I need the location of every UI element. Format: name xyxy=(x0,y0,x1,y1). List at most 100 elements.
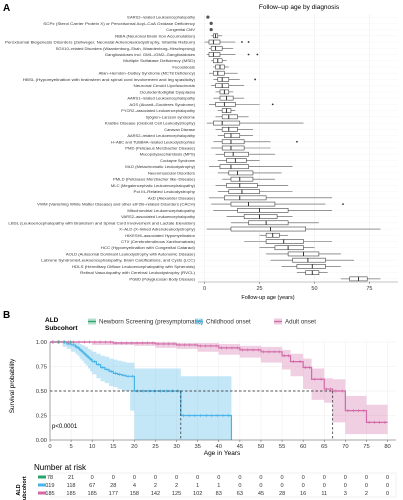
panel-a-title: Follow–up age by diagnosis xyxy=(259,4,340,11)
legend-label: Childhood onset xyxy=(206,319,251,326)
box-iqr xyxy=(226,183,258,188)
box-iqr xyxy=(274,245,304,251)
category-label: Mitochondrial Leukoencephalopathy xyxy=(127,208,195,213)
risk-cell: 0 xyxy=(386,475,389,481)
km-x-tick-label: 25 xyxy=(152,444,158,450)
risk-cell: 0 xyxy=(281,483,284,489)
risk-cell: 3 xyxy=(344,491,347,497)
risk-cell: 0 xyxy=(196,475,199,481)
category-label: Allan–Herndon–Dudley Syndrome (MCT8 Defi… xyxy=(99,71,196,76)
category-label: CTX (Cerebrotendinous Xanthomatosis) xyxy=(121,239,196,244)
risk-cell: 83 xyxy=(216,491,222,497)
box-iqr xyxy=(213,70,225,76)
km-x-tick-label: 15 xyxy=(110,444,116,450)
km-x-tick-label: 55 xyxy=(279,444,285,450)
risk-cell: 0 xyxy=(386,491,389,497)
category-label: VWM (Vanishing White Matter Disease) and… xyxy=(37,202,196,207)
box-outlier xyxy=(241,41,243,43)
risk-cell: 0 xyxy=(238,483,241,489)
risk-cell: 21 xyxy=(68,475,74,481)
category-label: Mucopolysaccharidosis (MPS) xyxy=(140,152,196,157)
category-label: Labrune Syndrome/Leukoencephalopathy, Br… xyxy=(41,258,196,263)
legend-label: Newborn Screening (presymptomatic) xyxy=(99,319,203,326)
km-x-tick-label: 0 xyxy=(48,444,51,450)
legend-title-line2: Subcohort xyxy=(45,325,78,332)
box-iqr xyxy=(208,52,221,57)
category-label: AARS1–related Leukoencephalopathy xyxy=(127,96,195,101)
box-iqr xyxy=(292,257,326,263)
box-iqr xyxy=(230,226,306,232)
risk-cell: 2 xyxy=(175,483,178,489)
box-iqr xyxy=(221,145,245,151)
risk-cell: 102 xyxy=(193,491,202,497)
box-iqr xyxy=(208,39,221,45)
category-label: Sjögren–Larsson syndrome xyxy=(146,114,195,119)
box-outlier xyxy=(247,53,250,56)
box-iqr xyxy=(230,176,254,182)
km-plot-panel: 0.00 0.25 0.50 0.75 1.00 0 5 10 15 20 25 30 35 40 45 50… xyxy=(36,340,396,450)
risk-row-color-key xyxy=(38,491,46,495)
category-label: PYCR2–associated Leukoencephalopathy xyxy=(121,108,195,113)
x-tick-label: 0 xyxy=(203,286,206,292)
risk-cell: 142 xyxy=(151,491,160,497)
risk-cell: 177 xyxy=(109,491,118,497)
box-iqr xyxy=(243,214,278,219)
category-label: HDLS (Hereditary Diffuse Leukoencephalop… xyxy=(72,264,196,269)
panel-b-label: B xyxy=(3,310,10,321)
category-label: HBSL (Hypomyelination with brainstem and… xyxy=(23,77,196,82)
category-label: PMD (Pelizaeus Merzbacher Disease) xyxy=(125,146,195,151)
box-outlier xyxy=(247,41,250,43)
km-y-tick-label: 1.00 xyxy=(36,340,47,346)
category-label: Neuromuscular Disorders xyxy=(148,170,195,175)
category-label: PGBD (Polyglucosan Body Disease) xyxy=(129,276,195,281)
category-label: PMLD (Pelizaeus Merzbacher like–Disease) xyxy=(113,177,196,182)
km-curve-2 xyxy=(50,341,388,423)
risk-cell: 185 xyxy=(66,491,75,497)
box-iqr xyxy=(221,139,245,145)
x-tick-label: 50 xyxy=(311,286,317,292)
box-outlier xyxy=(254,78,257,81)
category-label: NBIA (Neuronal Brain Iron Accumulation) xyxy=(115,33,196,38)
box-iqr xyxy=(230,201,276,207)
km-pvalue: p<0.0001 xyxy=(52,424,78,430)
box-iqr xyxy=(296,264,326,269)
box-iqr xyxy=(221,126,238,132)
km-x-tick-label: 5 xyxy=(69,444,72,450)
category-label: AGS (Aicardi–Goutieres Syndrome) xyxy=(129,102,195,107)
risk-cell: 2 xyxy=(154,483,157,489)
risk-cell: 0 xyxy=(112,475,115,481)
risk-cell: 28 xyxy=(110,483,116,489)
km-y-axis-title: Survival probability xyxy=(9,358,16,413)
risk-cell: 0 xyxy=(302,483,305,489)
legend-label: Adult onset xyxy=(285,319,316,326)
risk-cell: 28 xyxy=(279,491,285,497)
risk-row-color-key xyxy=(38,483,46,487)
km-x-tick-label: 20 xyxy=(131,444,137,450)
category-label: AxD (Alexander Disease) xyxy=(148,195,196,200)
box-iqr xyxy=(265,239,304,244)
category-label: Fucosidosis xyxy=(172,64,195,69)
category-label: X–ALD (X–linked Adrenoleukodystrophy) xyxy=(119,227,196,232)
category-label: Retinal Vasculopathy with Cerebral Leuko… xyxy=(80,270,196,275)
risk-cell: 0 xyxy=(175,475,178,481)
risk-cell: 0 xyxy=(302,475,305,481)
km-x-tick-label: 80 xyxy=(384,444,390,450)
km-x-tick-label: 50 xyxy=(258,444,264,450)
km-x-tick-label: 10 xyxy=(89,444,95,450)
box-iqr xyxy=(219,164,249,170)
risk-cell: 185 xyxy=(45,491,54,497)
risk-cell: 67 xyxy=(89,483,95,489)
risk-cell: 0 xyxy=(323,475,326,481)
box-outlier xyxy=(256,53,259,56)
box-iqr xyxy=(213,120,241,126)
km-x-tick-label: 45 xyxy=(237,444,243,450)
risk-cell: 2 xyxy=(365,491,368,497)
box-outlier xyxy=(271,103,274,106)
category-label: SOX10–related Disorders (Waardenburg–Sha… xyxy=(56,46,196,51)
risk-cell: 45 xyxy=(258,491,264,497)
category-label: AOLD (Autosomal Dominant Leukodystrophy … xyxy=(66,251,196,256)
legend-title-line1: ALD xyxy=(45,317,59,324)
category-label: Neuronal Ceroid Lipofuscinosis xyxy=(134,83,196,88)
km-x-tick-label: 65 xyxy=(321,444,327,450)
